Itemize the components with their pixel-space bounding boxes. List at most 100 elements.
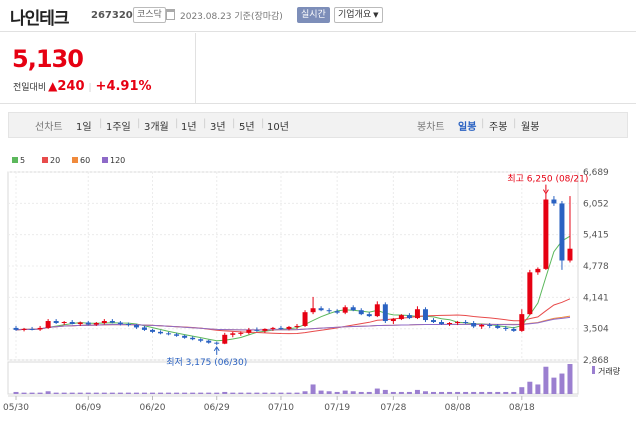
x-tick-label: 07/10 — [268, 403, 294, 413]
price-change: 전일대비 ▲240 | +4.91% — [13, 79, 152, 94]
tab-10y[interactable]: 10년 — [267, 122, 289, 133]
y-tick-label: 6,689 — [583, 168, 609, 178]
volume-bar — [431, 391, 436, 394]
candle-body — [447, 323, 453, 325]
volume-bar — [551, 377, 557, 394]
volume-bar — [182, 392, 188, 394]
volume-bar — [326, 391, 332, 394]
candle-body — [222, 334, 228, 344]
volume-bar — [278, 392, 284, 394]
legend-swatch — [42, 157, 48, 163]
volume-bar — [21, 392, 27, 394]
volume-bar — [495, 391, 501, 394]
volume-bar — [302, 391, 308, 394]
candle-body — [93, 323, 99, 325]
volume-frame — [7, 361, 579, 395]
ma-line-120 — [15, 316, 571, 331]
tab-5y[interactable]: 5년 — [239, 122, 255, 133]
candle-body — [53, 321, 59, 324]
candle-body — [559, 203, 565, 261]
candle-body — [133, 324, 139, 328]
volume-bar — [150, 392, 155, 394]
volume-bar — [567, 364, 573, 394]
candle-body — [238, 332, 244, 334]
candle-body — [358, 310, 364, 315]
y-tick-label: 4,141 — [583, 293, 609, 303]
candle-body — [310, 308, 316, 313]
volume-bar — [535, 384, 541, 394]
candle-body — [13, 327, 19, 330]
legend-label: 5 — [20, 156, 25, 165]
tab-3m[interactable]: 3개월 — [144, 122, 169, 133]
x-tick-label: 07/19 — [324, 403, 350, 413]
volume-bar — [447, 391, 453, 394]
candle-body — [535, 268, 541, 273]
candle-body — [326, 310, 332, 312]
candle-body — [109, 321, 115, 323]
candle-body — [182, 335, 188, 338]
legend-label: 60 — [80, 156, 90, 165]
tab-divider: | — [99, 118, 103, 129]
volume-bar — [511, 391, 517, 394]
section-divider — [0, 103, 636, 111]
candle-body — [382, 304, 388, 322]
candle-body — [431, 320, 436, 323]
volume-bar — [270, 392, 276, 394]
tab-divider: | — [203, 118, 207, 129]
candle-body — [198, 339, 204, 341]
candle-body — [21, 328, 27, 330]
candle-body — [463, 322, 469, 324]
tab-divider: | — [137, 118, 141, 129]
volume-bar — [174, 392, 180, 394]
volume-bar — [125, 392, 131, 394]
legend-label: 120 — [110, 156, 125, 165]
volume-bar — [455, 391, 461, 394]
volume-bar — [503, 391, 509, 394]
chevron-down-icon: ▼ — [373, 11, 379, 19]
volume-bar — [61, 392, 67, 394]
volume-bar — [37, 392, 43, 394]
volume-bar — [318, 390, 324, 394]
legend-label: 20 — [50, 156, 60, 165]
volume-bar — [93, 392, 99, 394]
candle-body — [85, 322, 91, 325]
candle-body — [77, 322, 83, 324]
candle-body — [374, 304, 380, 317]
tab-daily-candle[interactable]: 일봉 — [458, 122, 477, 133]
tab-3y[interactable]: 3년 — [210, 122, 226, 133]
candle-body — [117, 322, 123, 324]
volume-bar — [133, 392, 139, 394]
volume-bar — [214, 392, 220, 394]
tab-1d[interactable]: 1일 — [76, 122, 92, 133]
volume-bar — [206, 392, 212, 394]
candle-body — [455, 322, 461, 324]
candle-body — [141, 327, 147, 330]
candle-body — [527, 272, 533, 315]
company-overview-button[interactable]: 기업개요 ▼ — [334, 7, 383, 23]
candlestick-chart-svg: 6,689 6,052 5,415 4,778 4,141 3,504 2,868 05/30… — [3, 156, 621, 413]
tab-weekly-candle[interactable]: 주봉 — [489, 122, 508, 133]
volume-bar — [559, 373, 565, 394]
volume-bar — [519, 387, 525, 394]
volume-bar — [69, 392, 75, 394]
legend-swatch — [12, 157, 18, 163]
candle-body — [214, 342, 220, 344]
candle-body — [422, 309, 428, 321]
tab-1w[interactable]: 1주일 — [106, 122, 131, 133]
realtime-button[interactable]: 실시간 — [297, 7, 330, 23]
tab-monthly-candle[interactable]: 월봉 — [521, 122, 540, 133]
volume-bar — [422, 391, 428, 394]
candle-body — [503, 327, 509, 329]
volume-bar — [198, 392, 204, 394]
volume-bar — [471, 391, 477, 394]
stock-code: 267320 — [91, 10, 133, 21]
volume-bar — [350, 391, 356, 394]
stock-header: 나인테크 267320 코스닥 2023.08.23 기준(장마감) 실시간 기… — [0, 0, 636, 32]
up-triangle-icon: ▲ — [48, 79, 58, 93]
tab-1y[interactable]: 1년 — [181, 122, 197, 133]
candle-body — [479, 324, 485, 327]
volume-bar — [366, 391, 372, 394]
candle-body — [190, 337, 196, 340]
y-tick-label: 5,415 — [583, 231, 609, 241]
line-chart-label: 선차트 — [35, 122, 63, 133]
